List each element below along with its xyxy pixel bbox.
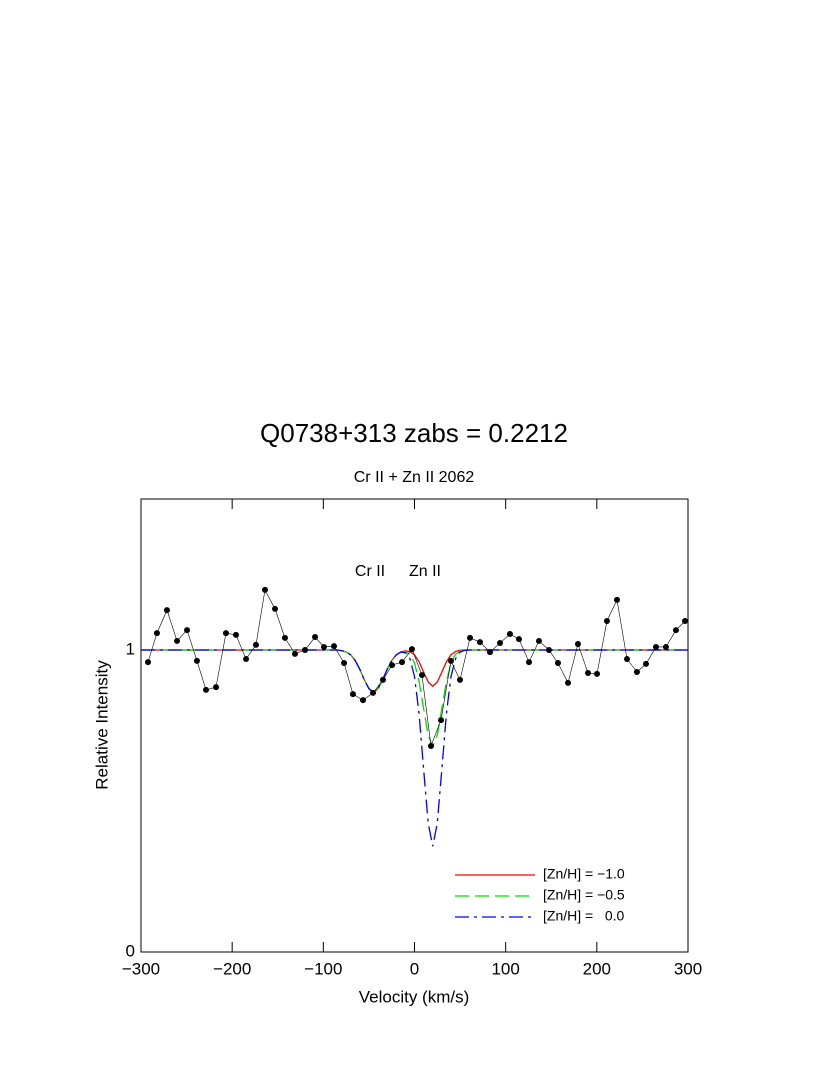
observed-point <box>662 643 669 650</box>
observed-point <box>388 662 395 669</box>
observed-point <box>603 618 610 625</box>
observed-point <box>447 657 454 664</box>
observed-point <box>291 650 298 657</box>
observed-point <box>193 657 200 664</box>
observed-point <box>438 717 445 724</box>
x-tick-label: 100 <box>491 959 519 978</box>
chart-title: Q0738+313 zabs = 0.2212 <box>260 418 568 448</box>
observed-point <box>320 643 327 650</box>
observed-point <box>232 631 239 638</box>
observed-point <box>281 634 288 641</box>
observed-point <box>349 691 356 698</box>
legend-label: [Zn/H] = −0.5 <box>543 887 625 903</box>
observed-point <box>359 697 366 704</box>
observed-point <box>584 669 591 676</box>
x-tick-label: −100 <box>304 959 342 978</box>
observed-point <box>506 630 513 637</box>
x-tick-label: −200 <box>213 959 251 978</box>
observed-point <box>535 637 542 644</box>
observed-point <box>624 656 631 663</box>
observed-point <box>653 643 660 650</box>
observed-point <box>370 689 377 696</box>
observed-point <box>613 596 620 603</box>
annotation: Cr II <box>355 563 385 580</box>
observed-point <box>341 659 348 666</box>
observed-point <box>642 660 649 667</box>
observed-point <box>252 641 259 648</box>
model-line <box>141 649 688 749</box>
observed-point <box>163 607 170 614</box>
observed-point <box>145 659 152 666</box>
x-tick-label: −300 <box>122 959 160 978</box>
observed-point <box>330 643 337 650</box>
chart-subtitle: Cr II + Zn II 2062 <box>354 469 475 486</box>
observed-point <box>672 627 679 634</box>
observed-point <box>545 647 552 653</box>
model-line <box>141 649 688 847</box>
observed-point <box>467 634 474 641</box>
observed-point <box>526 659 533 666</box>
observed-point <box>379 676 386 683</box>
observed-point <box>261 586 268 593</box>
legend-label: [Zn/H] = 0.0 <box>543 908 625 924</box>
observed-point <box>153 630 160 637</box>
observed-point <box>633 669 640 676</box>
observed-point <box>681 618 688 625</box>
observed-point <box>203 686 210 693</box>
observed-point <box>174 637 181 644</box>
observed-point <box>574 640 581 647</box>
observed-point <box>418 672 425 679</box>
y-tick-label: 0 <box>126 941 135 960</box>
y-tick-label: 1 <box>126 639 135 658</box>
annotation: Zn II <box>409 563 441 580</box>
observed-point <box>272 605 279 612</box>
observed-point <box>428 743 435 750</box>
observed-point <box>302 647 309 653</box>
observed-point <box>594 670 601 677</box>
observed-point <box>497 640 504 647</box>
observed-point <box>408 646 415 653</box>
x-axis-label: Velocity (km/s) <box>359 987 470 1006</box>
observed-point <box>554 659 561 666</box>
observed-point <box>486 649 493 656</box>
observed-point <box>515 636 522 643</box>
observed-point <box>565 679 572 686</box>
observed-point <box>213 684 220 691</box>
observed-point <box>476 639 483 646</box>
x-tick-label: 300 <box>674 959 702 978</box>
observed-point <box>243 656 250 663</box>
observed-point <box>184 627 191 634</box>
legend-label: [Zn/H] = −1.0 <box>543 866 625 882</box>
observed-point <box>222 630 229 637</box>
y-axis-label: Relative Intensity <box>92 660 111 790</box>
observed-line <box>147 588 686 747</box>
observed-point <box>312 634 319 641</box>
observed-point <box>399 659 406 666</box>
observed-point <box>456 676 463 683</box>
x-tick-label: 200 <box>583 959 611 978</box>
x-tick-label: 0 <box>410 959 419 978</box>
